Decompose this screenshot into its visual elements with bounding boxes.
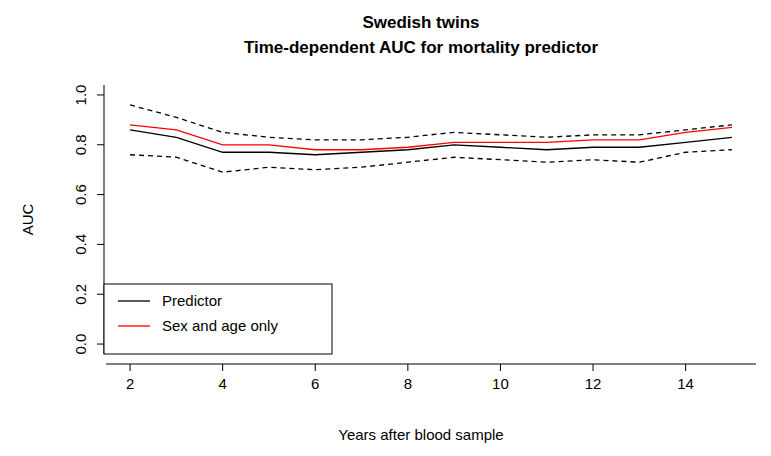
title: Swedish twins xyxy=(362,13,479,32)
y-axis-label: AUC xyxy=(19,203,36,235)
chart: Swedish twins Time-dependent AUC for mort… xyxy=(0,0,771,456)
plot-area xyxy=(130,105,732,172)
x-tick xyxy=(130,364,131,371)
x-tick-label: 4 xyxy=(218,375,226,392)
x-tick-label: 2 xyxy=(126,375,134,392)
series-line xyxy=(130,150,732,172)
background xyxy=(0,0,771,456)
x-tick xyxy=(685,364,686,371)
subtitle: Time-dependent AUC for mortality predict… xyxy=(244,38,599,57)
x-tick xyxy=(222,364,223,371)
x-tick-label: 14 xyxy=(677,375,694,392)
y-tick xyxy=(97,244,104,245)
y-tick xyxy=(97,344,104,345)
legend-box xyxy=(104,284,332,354)
x-tick xyxy=(593,364,594,371)
legend-label: Sex and age only xyxy=(162,317,278,334)
x-tick xyxy=(500,364,501,371)
x-axis xyxy=(106,364,756,365)
y-tick xyxy=(97,144,104,145)
x-tick-label: 8 xyxy=(404,375,412,392)
y-tick-label: 0.6 xyxy=(72,184,89,205)
legend: Predictor Sex and age only xyxy=(104,284,332,354)
y-tick xyxy=(97,94,104,95)
y-tick-label: 0.2 xyxy=(72,284,89,305)
y-tick xyxy=(97,294,104,295)
series-line xyxy=(130,125,732,150)
legend-label: Predictor xyxy=(162,292,222,309)
legend-swatch xyxy=(118,325,150,326)
series-line xyxy=(130,130,732,155)
x-tick xyxy=(315,364,316,371)
x-tick-label: 6 xyxy=(311,375,319,392)
y-tick-label: 0.4 xyxy=(72,234,89,255)
legend-swatch xyxy=(118,300,150,301)
x-tick xyxy=(407,364,408,371)
y-tick-label: 1.0 xyxy=(72,85,89,106)
y-tick xyxy=(97,194,104,195)
x-tick-label: 12 xyxy=(585,375,602,392)
y-tick-label: 0.0 xyxy=(72,334,89,355)
x-axis-label: Years after blood sample xyxy=(338,426,503,443)
series-line xyxy=(130,105,732,140)
x-tick-label: 10 xyxy=(492,375,509,392)
y-tick-label: 0.8 xyxy=(72,134,89,155)
